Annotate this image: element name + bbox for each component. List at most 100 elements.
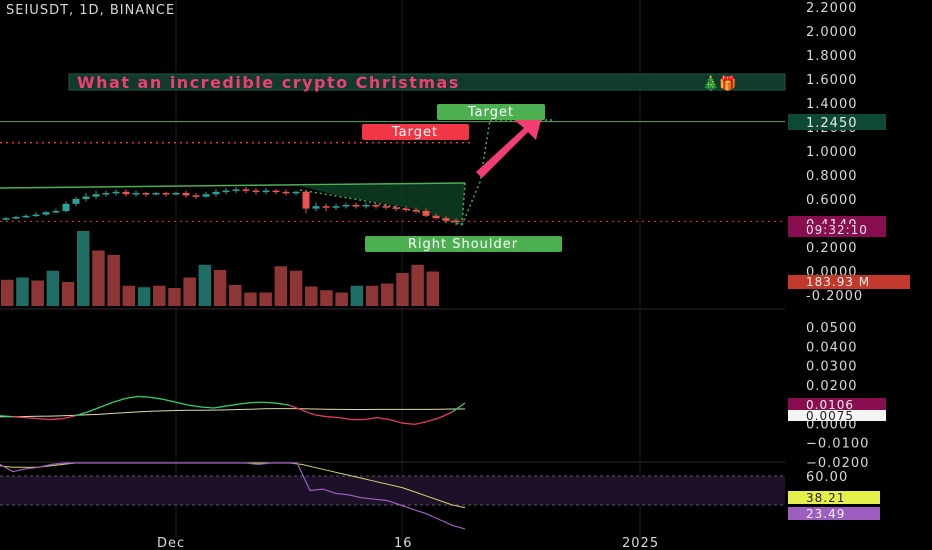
candle-body	[242, 189, 250, 191]
macd-segment	[288, 404, 302, 411]
volume-bar	[411, 264, 424, 306]
time-tick-2025: 2025	[622, 536, 659, 550]
candle-body	[102, 193, 110, 195]
candle-body	[172, 193, 180, 195]
candle-body	[402, 208, 410, 211]
price-tag-volume-text: 183.93 M	[806, 275, 870, 289]
candle-body	[322, 206, 330, 208]
candle-body	[352, 205, 360, 207]
volume-bar	[16, 277, 29, 306]
macd-tick: 0.0200	[806, 379, 858, 394]
price-tag-target-text: 1.2450	[806, 116, 858, 131]
banner-text: What an incredible crypto Christmas	[77, 73, 460, 92]
volume-bar	[365, 285, 379, 306]
price-tick: 1.8000	[806, 49, 858, 64]
target-label-green-text: Target	[467, 105, 514, 120]
macd-segment	[112, 397, 126, 403]
time-tick-16: 16	[394, 536, 413, 550]
rsi-tag-text: 23.49	[806, 507, 845, 521]
right-shoulder-label[interactable]: Right Shoulder	[365, 236, 562, 252]
volume-bar	[92, 250, 105, 306]
macd-segment	[62, 415, 76, 420]
volume-bar	[61, 282, 75, 306]
candle-body	[192, 195, 200, 197]
macd-segment	[100, 401, 114, 408]
macd-segment	[12, 416, 26, 419]
volume-bar	[31, 280, 44, 306]
candlesticks	[2, 187, 460, 226]
candle-body	[312, 206, 320, 209]
candle-body	[422, 211, 430, 216]
banner-background	[68, 73, 786, 91]
volume-bar	[107, 255, 120, 306]
volume-bar	[198, 264, 212, 306]
candle-body	[32, 214, 40, 217]
macd-segment	[439, 411, 453, 419]
macd-tick: −0.0100	[806, 437, 869, 452]
candle-body	[112, 191, 120, 194]
volume-bar	[77, 231, 90, 306]
candle-body	[162, 193, 170, 195]
candle-body	[22, 215, 30, 218]
macd-segment	[201, 406, 214, 409]
macd-segment	[314, 414, 327, 418]
shoulder-trendline	[299, 189, 463, 226]
candle-body	[142, 193, 150, 195]
price-tick: 2.2000	[806, 1, 858, 16]
volume-bar	[289, 270, 303, 306]
volume-bar	[1, 279, 14, 306]
candle-body	[232, 189, 240, 191]
candle-body	[372, 205, 380, 207]
candle-body	[202, 194, 210, 197]
neckline	[0, 182, 466, 189]
price-tick: 0.2000	[806, 241, 858, 256]
candle-body	[392, 207, 400, 209]
macd-tag-text: 0.0106	[806, 398, 854, 412]
volume-bar	[259, 292, 272, 306]
macd-segment	[188, 404, 202, 408]
price-tick: 1.6000	[806, 73, 858, 88]
macd-tags: 0.0106 0.0075	[788, 398, 886, 423]
candle-body	[222, 190, 230, 193]
projection-arrow	[476, 116, 542, 178]
macd-segment	[276, 402, 290, 406]
banner-emoji: 🎄🎁	[702, 75, 737, 92]
macd-tick: −0.0200	[806, 456, 869, 471]
macd-segment	[238, 401, 252, 405]
macd-segment	[163, 398, 177, 403]
volume-bar	[183, 277, 196, 306]
candle-body	[82, 196, 90, 199]
macd-segment	[87, 406, 101, 413]
macd-segment	[452, 402, 466, 413]
signal-tag-text: 0.0075	[806, 409, 854, 423]
candle-body	[272, 190, 280, 193]
candle-body	[122, 191, 130, 195]
candle-body	[412, 209, 420, 212]
macd-segment	[25, 416, 38, 420]
candle-body	[382, 206, 390, 208]
candle-body	[302, 191, 310, 209]
macd-segment	[37, 417, 51, 421]
candle-body	[132, 193, 140, 195]
candle-body	[342, 205, 350, 207]
candle-body	[292, 191, 300, 194]
time-tick-dec: Dec	[157, 536, 185, 550]
price-tick: 1.4000	[806, 97, 858, 112]
volume-bar	[350, 285, 364, 306]
volume-bar	[122, 285, 136, 306]
candle-body	[62, 203, 70, 211]
projection-dotted	[461, 119, 491, 226]
volume-bar	[46, 270, 60, 306]
volume-bar	[305, 286, 318, 306]
rsi-line	[0, 462, 466, 530]
price-tag-target: 1.2450	[788, 114, 886, 131]
macd-tick: 0.0000	[806, 417, 858, 432]
macd-segment	[389, 418, 403, 424]
macd-segment	[125, 395, 139, 399]
candle-body	[152, 193, 160, 195]
target-label-green[interactable]: Target	[437, 104, 545, 120]
target-label-red[interactable]: Target	[362, 124, 469, 140]
rsi-band	[0, 476, 785, 505]
